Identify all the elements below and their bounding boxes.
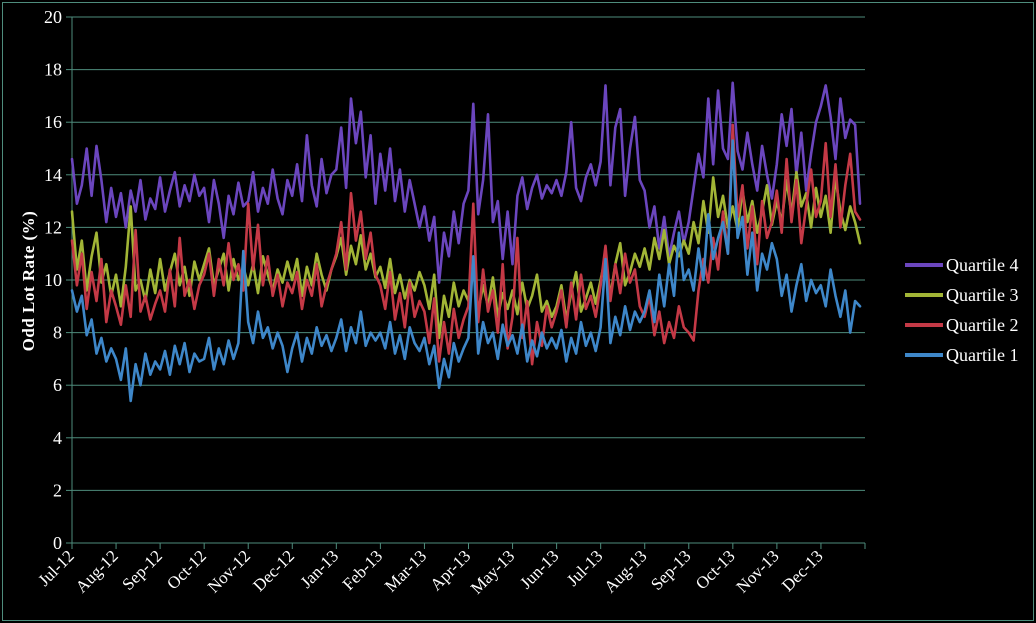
y-tick-label: 0: [53, 533, 62, 553]
x-tick-label: Sep-13: [647, 546, 694, 593]
y-tick-label: 2: [53, 480, 62, 500]
x-tick-label: Oct-12: [163, 546, 210, 593]
series-line-quartile-4: [70, 81, 862, 284]
x-tick-label: Mar-13: [381, 546, 430, 595]
y-tick-label: 12: [44, 217, 62, 237]
legend-label-quartile-2: Quartile 2: [946, 315, 1018, 335]
series-line-quartile-2: [70, 123, 862, 366]
y-tick-label: 4: [53, 428, 62, 448]
x-tick-label: Oct-13: [692, 546, 739, 593]
x-tick-label: Feb-13: [339, 546, 386, 593]
y-axis-title: Odd Lot Rate (%): [19, 210, 38, 352]
x-tick-label: Aug-12: [72, 546, 122, 596]
x-tick-label: May-13: [467, 546, 518, 597]
y-tick-label: 8: [53, 323, 62, 343]
x-tick-label: Jun-13: [516, 546, 562, 592]
x-tick-label: Nov-13: [733, 546, 783, 596]
x-tick-label: Dec-12: [249, 546, 298, 595]
y-tick-label: 6: [53, 375, 62, 395]
x-tick-label: Dec-13: [778, 546, 827, 595]
legend-label-quartile-1: Quartile 1: [946, 345, 1018, 365]
y-tick-label: 10: [44, 270, 62, 290]
x-tick-label: Nov-12: [204, 546, 254, 596]
y-tick-label: 14: [44, 165, 62, 185]
series-line-quartile-1: [70, 139, 862, 403]
x-tick-label: Sep-12: [118, 546, 165, 593]
x-tick-label: Apr-13: [426, 546, 474, 594]
y-tick-label: 16: [44, 112, 62, 132]
legend-label-quartile-4: Quartile 4: [946, 255, 1018, 275]
y-tick-label: 20: [44, 7, 62, 27]
x-tick-label: Aug-13: [600, 546, 650, 596]
y-tick-label: 18: [44, 60, 62, 80]
x-tick-label: Jan-13: [297, 546, 342, 591]
legend-label-quartile-3: Quartile 3: [946, 285, 1018, 305]
